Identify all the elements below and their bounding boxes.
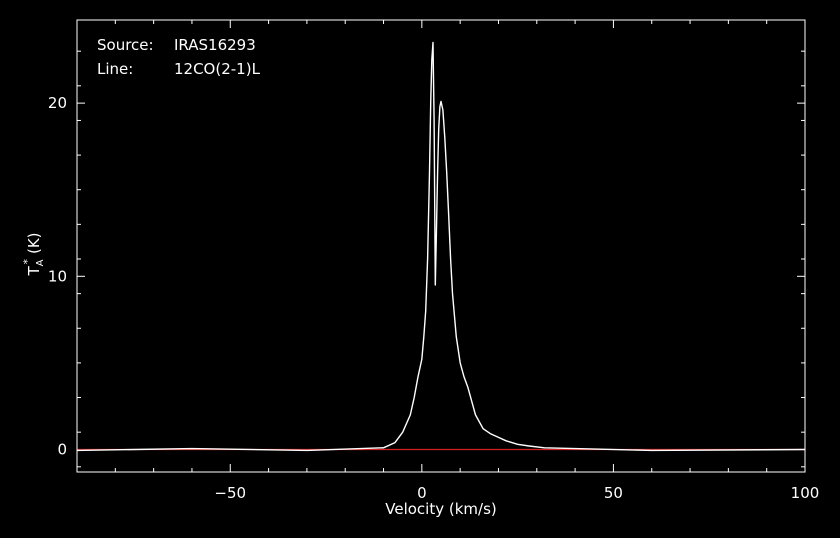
- y-axis-title-sup: *: [21, 259, 34, 265]
- y-axis-title-main: T: [25, 266, 43, 277]
- spectrum-line: [76, 41, 806, 452]
- y-tick-label: 10: [48, 267, 67, 285]
- line-value: 12CO(2-1)L: [174, 60, 261, 78]
- x-tick-label: 100: [791, 484, 820, 502]
- y-axis-title-unit: (K): [25, 232, 43, 254]
- y-tick-label: 20: [48, 94, 67, 112]
- y-axis-title: TA* (K): [21, 232, 46, 276]
- y-tick-label: 0: [57, 440, 67, 458]
- line-label: Line:: [97, 60, 133, 78]
- y-axis-title-sub: A: [35, 259, 46, 266]
- x-axis-title: Velocity (km/s): [385, 500, 496, 518]
- series-layer: [76, 41, 806, 452]
- x-tick-label: −50: [214, 484, 246, 502]
- tick-labels: −50 0 50 100 0 10 20: [48, 94, 819, 502]
- source-value: IRAS16293: [174, 36, 256, 54]
- source-label: Source:: [97, 36, 154, 54]
- svg-text:TA*(K): TA* (K): [21, 232, 46, 276]
- plot-frame: [76, 19, 806, 473]
- x-tick-label: 50: [604, 484, 623, 502]
- x-tick-label: 0: [417, 484, 427, 502]
